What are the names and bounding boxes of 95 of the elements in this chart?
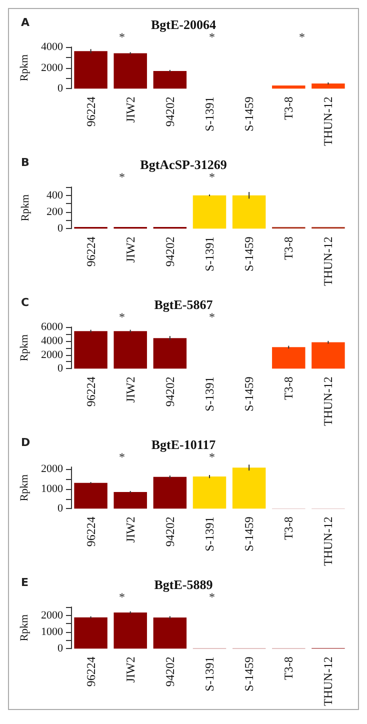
x-tick-label: JIW2 xyxy=(123,96,138,123)
x-tick-label: JIW2 xyxy=(123,236,138,263)
y-axis-title: Rpkm xyxy=(18,614,31,642)
x-tick-label: 94202 xyxy=(162,96,177,127)
y-tick-label: 4000 xyxy=(41,334,64,347)
x-tick-label: 96224 xyxy=(84,96,98,127)
text: * xyxy=(209,450,215,464)
bar xyxy=(232,468,266,509)
x-tick-label: S-1391 xyxy=(202,656,216,692)
x-tick-label: T3-8 xyxy=(282,96,296,120)
text: * xyxy=(119,170,125,184)
bar xyxy=(153,476,187,509)
bar xyxy=(153,618,187,649)
y-tick-label: 6000 xyxy=(41,321,64,333)
x-tick-label: JIW2 xyxy=(123,656,138,683)
y-tick-label: 2000 xyxy=(41,62,64,74)
chart-title: BgtE-20064 xyxy=(151,17,216,32)
x-tick-label: JIW2 xyxy=(123,376,138,403)
bar xyxy=(312,342,345,369)
y-tick-label: 1000 xyxy=(41,482,64,495)
text: * xyxy=(209,170,215,184)
text: * xyxy=(209,310,215,324)
y-tick-label: 200 xyxy=(46,206,64,218)
x-tick-label: S-1459 xyxy=(242,236,256,272)
y-tick-label: 2000 xyxy=(41,462,64,475)
x-tick-label: S-1391 xyxy=(202,236,216,272)
x-tick-label: THUN-12 xyxy=(321,96,336,146)
y-tick-label: 400 xyxy=(46,189,64,202)
bar xyxy=(74,331,108,369)
y-tick-label: 2000 xyxy=(41,348,64,361)
x-tick-label: S-1459 xyxy=(242,96,256,132)
x-tick-label: S-1459 xyxy=(242,516,256,552)
text: * xyxy=(209,590,215,604)
y-axis-title: Rpkm xyxy=(18,54,31,82)
bar xyxy=(114,492,147,509)
chart-title: BgtE-5867 xyxy=(154,297,214,312)
text: * xyxy=(209,30,215,44)
x-tick-label: 96224 xyxy=(84,516,98,547)
y-tick-label: 0 xyxy=(58,82,64,95)
text: D xyxy=(21,436,30,449)
bar xyxy=(114,331,147,369)
x-tick-label: S-1391 xyxy=(202,376,216,412)
x-tick-label: 94202 xyxy=(162,236,177,267)
bar xyxy=(192,476,226,509)
y-tick-label: 0 xyxy=(58,222,64,235)
x-tick-label: T3-8 xyxy=(282,656,296,680)
x-tick-label: T3-8 xyxy=(282,376,296,400)
bar xyxy=(312,83,345,89)
y-axis-title: Rpkm xyxy=(20,194,32,222)
chart-title: BgtE-5889 xyxy=(154,577,214,592)
bar xyxy=(153,70,187,89)
x-tick-label: T3-8 xyxy=(282,236,296,260)
text: B xyxy=(21,156,30,169)
x-tick-label: THUN-12 xyxy=(321,376,336,426)
bar xyxy=(74,617,108,649)
bar xyxy=(74,482,108,509)
x-tick-label: S-1459 xyxy=(242,656,256,692)
y-tick-label: 2000 xyxy=(41,609,64,622)
x-tick-label: 94202 xyxy=(162,656,177,687)
x-tick-label: THUN-12 xyxy=(321,656,336,706)
y-tick-label: 0 xyxy=(58,642,64,655)
bar xyxy=(74,51,108,89)
text: E xyxy=(21,576,29,589)
x-tick-label: JIW2 xyxy=(123,516,138,543)
text: * xyxy=(119,30,125,44)
bar xyxy=(114,612,147,649)
x-tick-label: 96224 xyxy=(84,236,98,267)
chart-title: BgtAcSP-31269 xyxy=(140,157,228,172)
chart-title: BgtE-10117 xyxy=(151,437,216,452)
y-tick-label: 1000 xyxy=(41,626,64,638)
x-tick-label: 96224 xyxy=(84,376,98,407)
text: A xyxy=(21,16,30,29)
x-tick-label: 96224 xyxy=(84,656,98,687)
y-axis-title: Rpkm xyxy=(18,474,31,502)
y-tick-label: 4000 xyxy=(41,41,64,53)
text: * xyxy=(119,450,125,464)
text: * xyxy=(119,310,125,324)
y-axis-title: Rpkm xyxy=(18,334,31,362)
text: * xyxy=(299,30,305,44)
x-tick-label: THUN-12 xyxy=(321,516,336,566)
text: C xyxy=(21,296,30,309)
text: * xyxy=(119,590,125,604)
x-tick-label: THUN-12 xyxy=(321,236,336,286)
x-tick-label: S-1459 xyxy=(242,376,256,412)
bar xyxy=(114,53,147,89)
x-tick-label: S-1391 xyxy=(202,96,216,132)
bar xyxy=(153,338,187,369)
x-tick-label: 94202 xyxy=(162,516,177,547)
x-tick-label: 94202 xyxy=(162,376,177,407)
y-tick-label: 0 xyxy=(58,502,64,515)
bar xyxy=(272,347,306,369)
bar xyxy=(272,86,306,89)
y-tick-label: 0 xyxy=(58,362,64,375)
x-tick-label: T3-8 xyxy=(282,516,296,540)
x-tick-label: S-1391 xyxy=(202,516,216,552)
